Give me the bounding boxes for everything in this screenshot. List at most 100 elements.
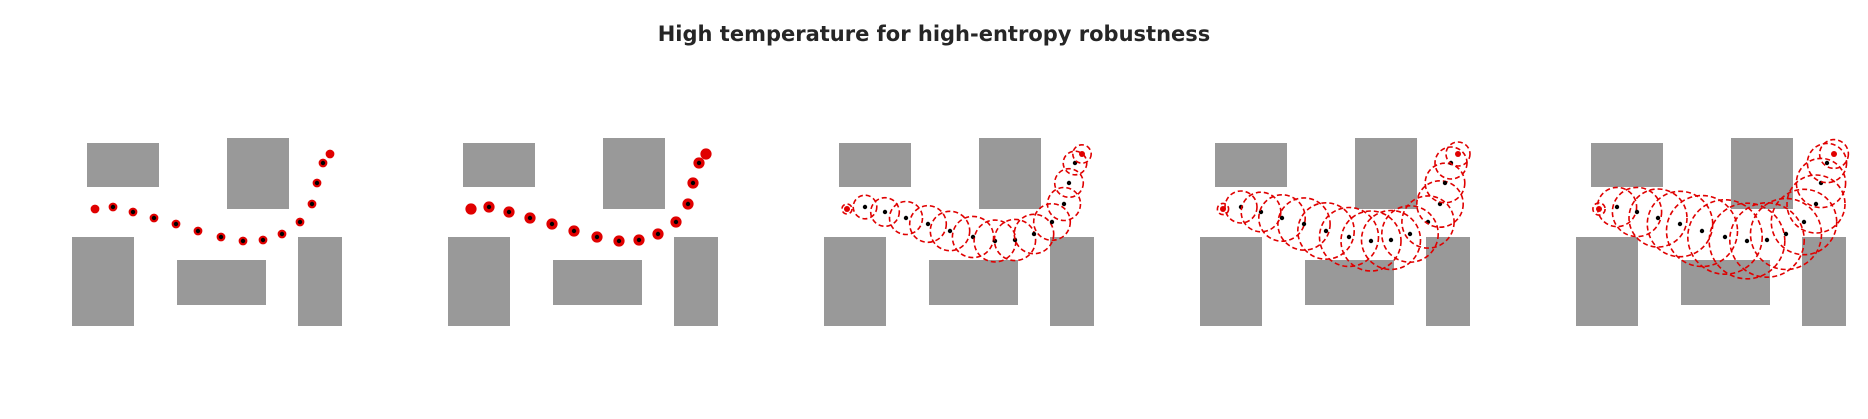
uncertainty-ellipse — [852, 194, 878, 220]
waypoint-dot — [1744, 238, 1750, 244]
uncertainty-ellipse — [1072, 144, 1093, 165]
uncertainty-ellipse — [1360, 209, 1422, 271]
waypoint-dot — [947, 228, 953, 234]
waypoint-dot — [696, 160, 702, 166]
waypoint-dot — [309, 201, 315, 207]
waypoint-dot — [844, 206, 850, 212]
waypoint-dot — [1824, 160, 1830, 166]
waypoint-dot — [594, 234, 600, 240]
obstacle-top-right — [603, 138, 665, 209]
uncertainty-ellipse — [1240, 191, 1282, 233]
obstacle-bottom-left — [1576, 237, 1638, 326]
waypoint-dot — [110, 204, 116, 210]
obstacle-bottom-left — [1200, 237, 1262, 326]
waypoint-dot — [173, 221, 179, 227]
uncertainty-ellipse — [1224, 190, 1258, 224]
waypoint-dot — [1079, 151, 1085, 157]
waypoint-dot — [1301, 221, 1307, 227]
uncertainty-ellipse — [1053, 167, 1085, 199]
uncertainty-ellipse — [841, 203, 853, 215]
waypoint-dot — [673, 219, 679, 225]
waypoint-dot — [151, 215, 157, 221]
uncertainty-ellipse — [1424, 162, 1466, 204]
uncertainty-ellipse — [1628, 188, 1688, 248]
waypoint-dot — [1388, 237, 1394, 243]
waypoint-dot — [655, 231, 661, 237]
trajectory-panel-5 — [1576, 138, 1850, 326]
waypoint-dot — [703, 151, 709, 157]
obstacle-top-left — [87, 143, 159, 187]
waypoint-dot — [690, 180, 696, 186]
figure-title: High temperature for high-entropy robust… — [657, 22, 1211, 46]
uncertainty-ellipse — [1216, 202, 1230, 216]
uncertainty-ellipse — [1611, 186, 1663, 238]
waypoint-dot — [903, 215, 909, 221]
uncertainty-ellipse — [1445, 141, 1471, 167]
waypoint-dot — [320, 160, 326, 166]
uncertainty-ellipse — [1013, 213, 1055, 255]
waypoint-dot — [1368, 238, 1374, 244]
waypoint-dot — [327, 151, 333, 157]
waypoint-dot — [195, 228, 201, 234]
uncertainty-ellipse — [1032, 202, 1072, 242]
uncertainty-ellipse — [1062, 150, 1088, 176]
obstacle-top-right — [1355, 138, 1417, 209]
obstacle-bottom-right — [1050, 237, 1094, 326]
uncertainty-ellipse — [1297, 202, 1356, 261]
waypoint-dot — [1279, 215, 1285, 221]
waypoint-dot — [260, 237, 266, 243]
waypoint-dot — [882, 209, 888, 215]
waypoint-dot — [1066, 180, 1072, 186]
uncertainty-ellipse — [1646, 190, 1714, 258]
waypoint-dot — [297, 219, 303, 225]
trajectory-panel-2 — [448, 138, 718, 326]
waypoint-dot — [1442, 180, 1448, 186]
trajectory-panel-1 — [72, 138, 342, 326]
waypoint-dot — [1783, 231, 1789, 237]
obstacle-bottom-left — [824, 237, 886, 326]
waypoint-dot — [1346, 234, 1352, 240]
uncertainty-ellipse — [888, 200, 924, 236]
uncertainty-ellipse — [869, 196, 901, 228]
obstacle-bottom-right — [298, 237, 342, 326]
waypoint-dot — [527, 215, 533, 221]
obstacle-top-left — [463, 143, 535, 187]
waypoint-dot — [1049, 219, 1055, 225]
waypoint-dot — [1258, 209, 1264, 215]
uncertainty-ellipse — [1046, 186, 1082, 222]
waypoint-dot — [571, 228, 577, 234]
waypoint-dot — [1677, 221, 1683, 227]
obstacle-bottom-mid — [1305, 260, 1394, 305]
waypoint-dot — [1634, 209, 1640, 215]
trajectory-panel-3 — [824, 138, 1094, 326]
trajectory-panel-4 — [1200, 138, 1471, 326]
waypoint-dot — [506, 209, 512, 215]
waypoint-dot — [1655, 215, 1661, 221]
waypoint-dot — [1614, 204, 1620, 210]
waypoint-dot — [549, 221, 555, 227]
waypoint-dot — [92, 206, 98, 212]
obstacle-bottom-mid — [929, 260, 1018, 305]
obstacle-bottom-mid — [553, 260, 642, 305]
waypoint-dot — [1722, 234, 1728, 240]
uncertainty-ellipse — [929, 210, 971, 252]
uncertainty-ellipse — [1340, 210, 1402, 272]
waypoint-dot — [486, 204, 492, 210]
uncertainty-ellipse — [951, 215, 995, 259]
obstacle-top-left — [1591, 143, 1663, 187]
uncertainty-ellipse — [1257, 194, 1307, 243]
uncertainty-ellipse — [1596, 186, 1638, 228]
waypoint-dot — [218, 234, 224, 240]
waypoint-dot — [314, 180, 320, 186]
uncertainty-ellipse — [1818, 138, 1850, 170]
waypoint-dot — [1813, 201, 1819, 207]
obstacle-bottom-left — [72, 237, 134, 326]
obstacle-top-right — [227, 138, 289, 209]
waypoint-dot — [1455, 151, 1461, 157]
obstacle-bottom-mid — [1681, 260, 1770, 305]
uncertainty-ellipse — [1786, 174, 1846, 234]
waypoint-dot — [1801, 219, 1807, 225]
waypoint-dot — [1012, 237, 1018, 243]
waypoint-dot — [1323, 228, 1329, 234]
